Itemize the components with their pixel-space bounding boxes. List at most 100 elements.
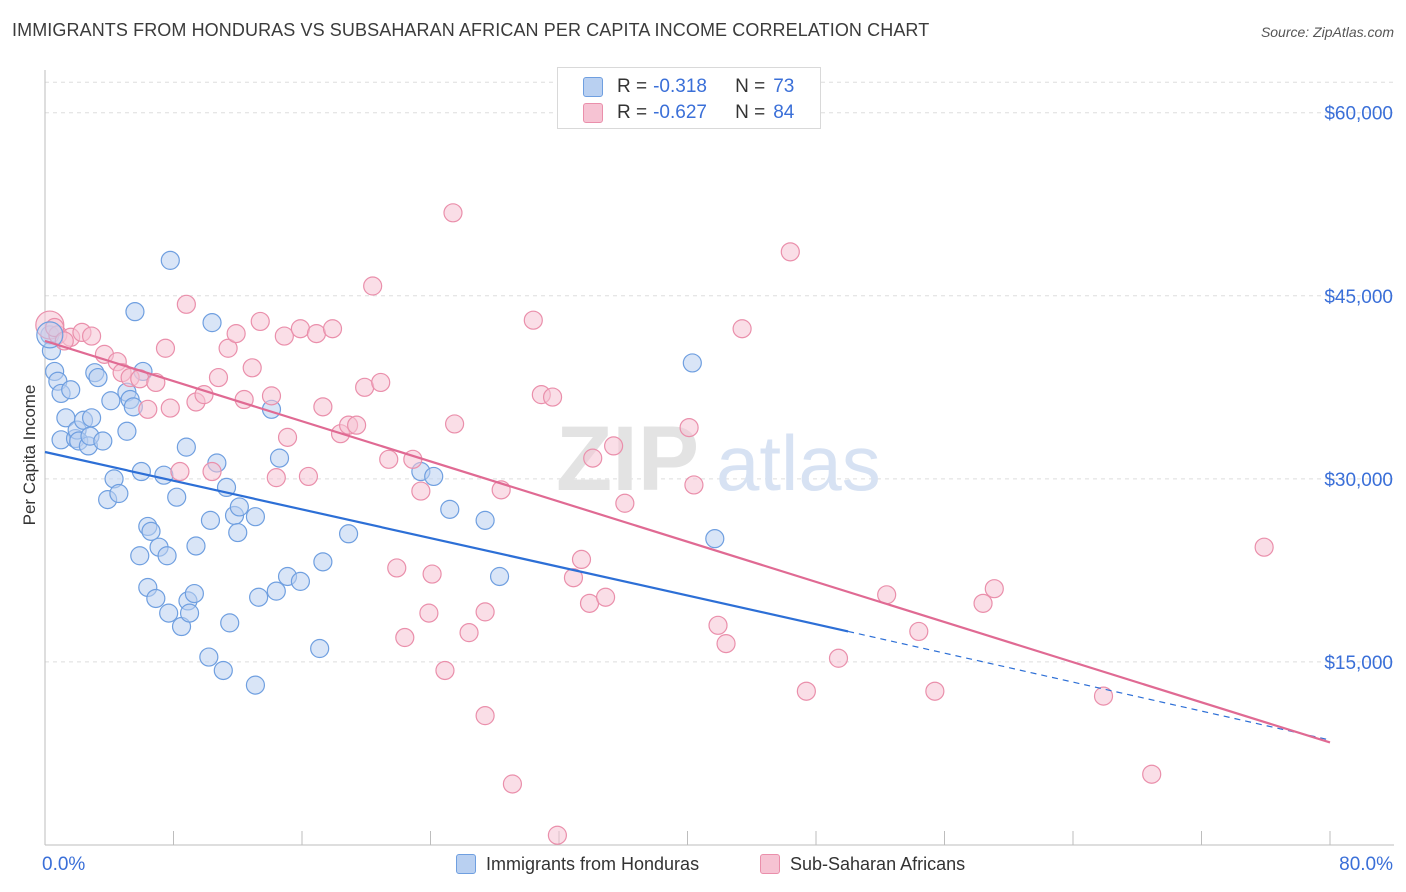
honduras-point (682, 353, 702, 373)
subsaharan-point (274, 326, 294, 346)
trend-lines (44, 339, 1331, 744)
subsaharan-point (387, 558, 407, 578)
subsaharan-point (202, 461, 222, 482)
honduras-point (36, 321, 64, 349)
honduras-point (159, 603, 179, 623)
subsaharan-point (615, 493, 635, 513)
x-tick-label-left: 0.0% (42, 854, 85, 875)
honduras-point (245, 675, 266, 695)
honduras-point (101, 391, 121, 411)
subsaharan-point (1254, 537, 1274, 557)
legend-r-value: -0.318 (653, 76, 707, 97)
axes (44, 70, 1394, 846)
subsaharan-legend-swatch-icon (760, 854, 780, 874)
subsaharan-point (170, 461, 190, 482)
honduras-point (160, 250, 180, 270)
honduras-point (475, 510, 495, 530)
subsaharan-point (81, 326, 102, 346)
subsaharan-point (1093, 686, 1114, 706)
legend-r-label: R = (617, 102, 648, 123)
y-tick-label: $60,000 (1324, 104, 1393, 125)
legend-n-value: 73 (773, 76, 795, 97)
honduras-point (130, 546, 150, 566)
subsaharan-point (250, 311, 270, 332)
subsaharan-point (444, 414, 465, 434)
subsaharan-point (379, 449, 399, 469)
subsaharan-point (459, 623, 479, 643)
honduras-point (81, 408, 102, 428)
series-name-subsaharan: Sub-Saharan Africans (790, 853, 966, 874)
correlation-legend: R = -0.318 N = 73 R = -0.627 N = 84 (557, 67, 821, 129)
subsaharan-point (395, 627, 415, 648)
legend-n-label: N = (735, 102, 766, 123)
subsaharan-point (563, 568, 584, 588)
subsaharan-swatch-icon (583, 103, 603, 123)
legend-n-label: N = (735, 76, 766, 97)
honduras-point (146, 588, 166, 609)
honduras-point (338, 524, 359, 544)
honduras-legend-swatch-icon (456, 854, 476, 874)
subsaharan-point (261, 386, 282, 406)
subsaharan-point (218, 338, 238, 358)
honduras-point (176, 437, 196, 457)
subsaharan-point (716, 634, 736, 654)
honduras-point (125, 302, 145, 322)
subsaharan-point (502, 774, 523, 794)
honduras-point (109, 483, 129, 504)
honduras-point (154, 465, 174, 485)
subsaharan-point (579, 593, 600, 613)
subsaharan-point (290, 319, 310, 339)
honduras-point (245, 507, 266, 527)
honduras-point (93, 431, 113, 451)
subsaharan-point (208, 367, 229, 388)
honduras-point (220, 613, 240, 633)
honduras-point (202, 313, 222, 333)
honduras-point (141, 521, 161, 541)
subsaharan-point (583, 448, 603, 468)
subsaharan-point (604, 436, 624, 456)
subsaharan-point (909, 621, 929, 642)
y-tick-label: $30,000 (1324, 470, 1393, 491)
honduras-point (88, 367, 108, 388)
subsaharan-point (973, 593, 993, 613)
subsaharan-point (547, 825, 567, 845)
subsaharan-point (313, 397, 333, 417)
honduras-point (290, 571, 310, 591)
subsaharan-point (45, 317, 65, 338)
subsaharan-point (298, 466, 319, 487)
subsaharan-point (828, 648, 849, 668)
subsaharan-point (708, 615, 728, 635)
y-tick-label: $15,000 (1324, 653, 1393, 674)
subsaharan-point (542, 387, 563, 407)
subsaharan-point (796, 681, 816, 701)
legend-r-value: -0.627 (653, 102, 707, 123)
subsaharan-point (435, 660, 455, 681)
subsaharan-point (226, 324, 246, 344)
series-legend-honduras: Immigrants from Honduras (456, 852, 699, 876)
honduras-point (229, 497, 249, 517)
subsaharan-point (925, 681, 945, 701)
honduras-trend-extension (847, 630, 1331, 741)
honduras-point (313, 552, 333, 572)
watermark-zip: ZIP (556, 408, 699, 510)
honduras-trend-line (44, 450, 849, 633)
subsaharan-point (411, 481, 431, 501)
subsaharan-point (347, 415, 367, 435)
subsaharan-point (242, 358, 262, 378)
subsaharan-trend-line (44, 339, 1331, 744)
subsaharan-point (732, 319, 752, 339)
honduras-point (266, 581, 286, 601)
subsaharan-point (155, 338, 176, 358)
y-axis-label: Per Capita Income (20, 384, 39, 526)
subsaharan-point (679, 417, 699, 438)
legend-row-subsaharan: R = -0.627 N = 84 (583, 100, 794, 126)
x-tick-label-right: 80.0% (1339, 854, 1393, 875)
subsaharan-point (277, 427, 298, 447)
honduras-point (167, 487, 187, 507)
honduras-point (61, 380, 81, 400)
watermark-atlas: atlas (716, 419, 881, 507)
subsaharan-point (780, 242, 800, 262)
subsaharan-point (306, 324, 327, 344)
honduras-point (489, 566, 510, 587)
